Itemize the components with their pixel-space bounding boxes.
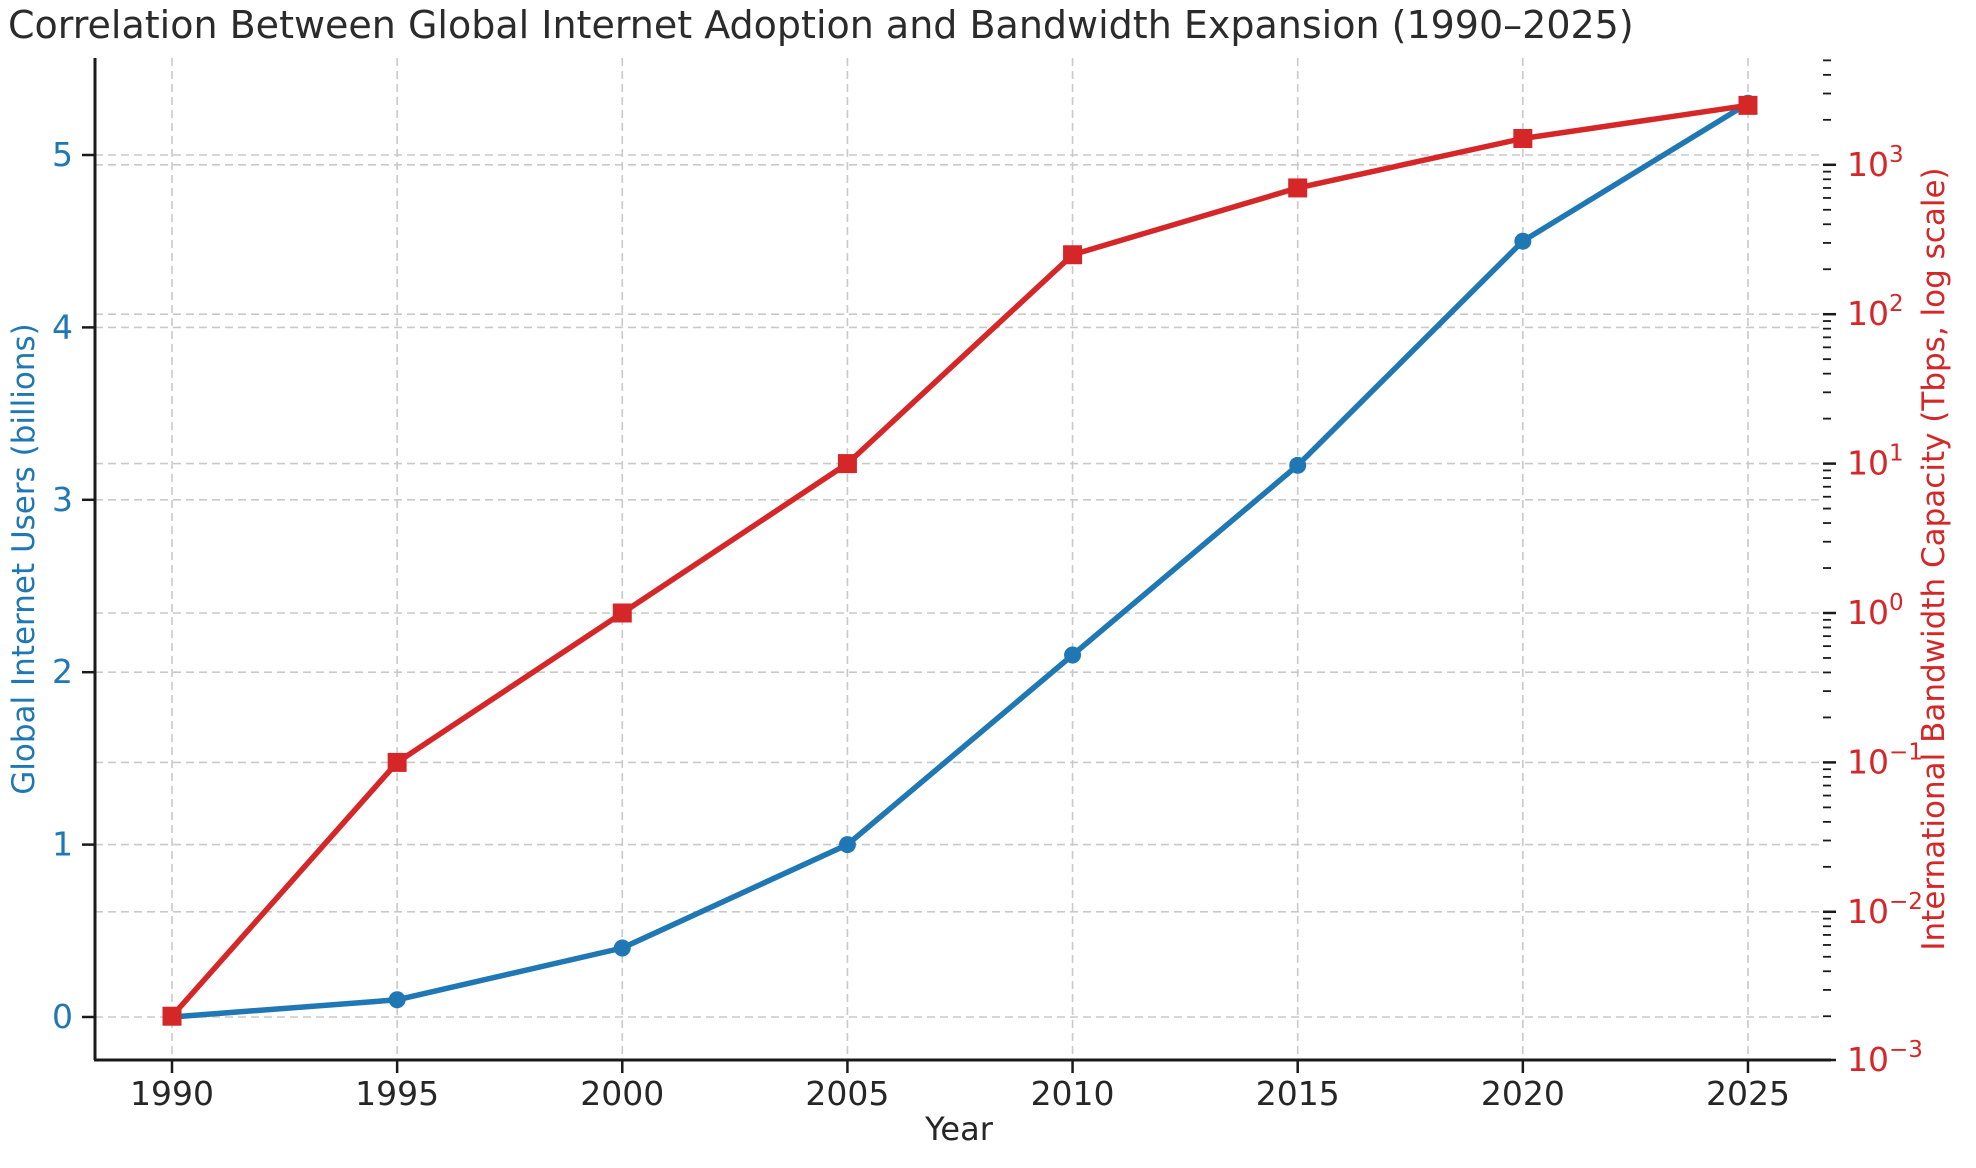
- data-point-square: [1738, 95, 1758, 115]
- x-tick-label: 1990: [130, 1074, 214, 1113]
- right-y-axis-label: International Bandwidth Capacity (Tbps, …: [1916, 167, 1952, 950]
- series-line-circle: [169, 100, 1751, 1020]
- right-tick-label: 101: [1847, 441, 1904, 483]
- left-tick-label: 5: [52, 135, 73, 174]
- data-point-square: [612, 603, 632, 623]
- right-tick-label: 10−2: [1847, 889, 1923, 931]
- right-tick-label: 10−1: [1847, 739, 1923, 781]
- label-layer: Correlation Between Global Internet Adop…: [6, 3, 1952, 1148]
- left-tick-label: 4: [52, 307, 73, 346]
- right-tick-label: 102: [1847, 291, 1904, 333]
- series-line-square: [169, 102, 1751, 1019]
- x-axis-label: Year: [924, 1110, 994, 1148]
- series-layer: [162, 94, 1758, 1026]
- x-tick-label: 2015: [1256, 1074, 1340, 1113]
- x-tick-label: 1995: [355, 1074, 439, 1113]
- x-tick-label: 2000: [580, 1074, 664, 1113]
- data-point-square: [1288, 178, 1308, 198]
- data-point-circle: [1514, 232, 1532, 250]
- left-tick-label: 0: [52, 997, 73, 1036]
- data-point-circle: [613, 939, 631, 957]
- data-point-circle: [1064, 646, 1082, 664]
- right-tick-label: 100: [1847, 590, 1904, 632]
- data-point-square: [387, 752, 407, 772]
- axis-layer: 0 1 2 3 4 5 1990 1995 2000 2005 2010 2015 2020 2025 10…: [52, 58, 1923, 1113]
- data-point-square: [162, 1006, 182, 1026]
- grid-layer: [95, 58, 1823, 1060]
- data-point-square: [837, 454, 857, 474]
- x-tick-label: 2010: [1031, 1074, 1115, 1113]
- left-tick-label: 1: [52, 825, 73, 864]
- chart-title: Correlation Between Global Internet Adop…: [8, 3, 1634, 47]
- left-tick-label: 3: [52, 480, 73, 519]
- right-tick-label: 103: [1847, 142, 1904, 184]
- data-point-square: [1513, 128, 1533, 148]
- data-point-circle: [838, 836, 856, 854]
- data-point-circle: [1289, 456, 1307, 474]
- left-tick-label: 2: [52, 652, 73, 691]
- x-tick-label: 2020: [1481, 1074, 1565, 1113]
- right-tick-label: 10−3: [1847, 1037, 1923, 1079]
- left-y-axis-label: Global Internet Users (billions): [6, 323, 42, 794]
- data-point-circle: [388, 991, 406, 1009]
- x-tick-label: 2025: [1706, 1074, 1790, 1113]
- x-tick-label: 2005: [805, 1074, 889, 1113]
- data-point-square: [1063, 245, 1083, 265]
